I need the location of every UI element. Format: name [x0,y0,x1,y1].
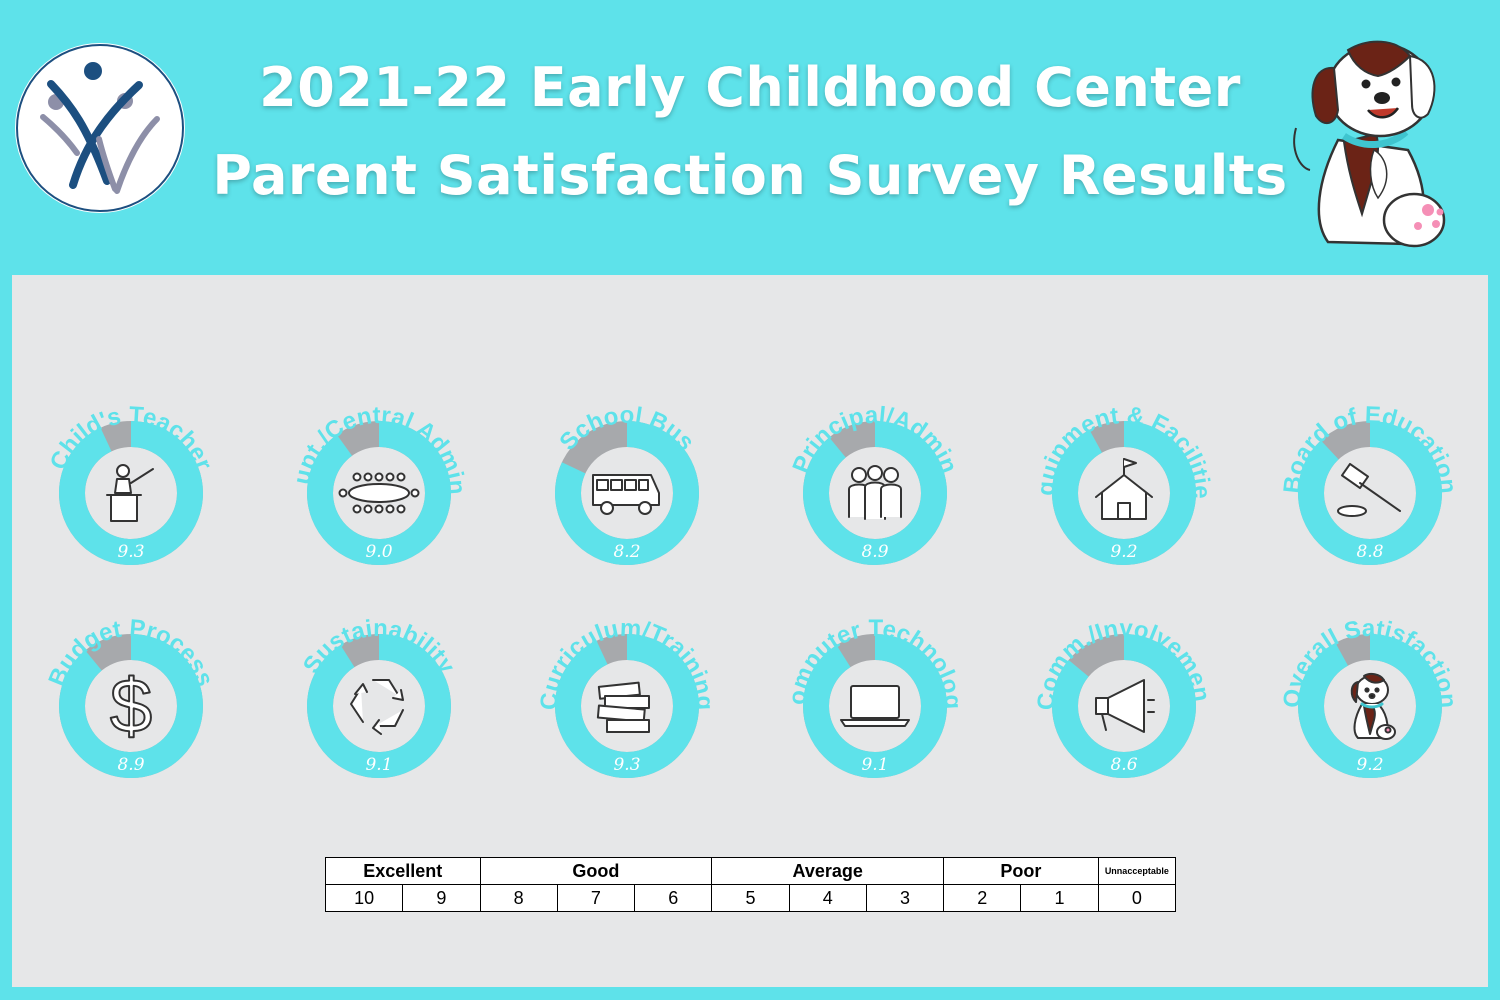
logo [15,43,185,213]
score-cell: 4 [788,884,867,912]
score-cell: 6 [634,884,713,912]
rating-group-unacceptable: Unnacceptable [1097,857,1177,885]
donut-value-arc [59,421,203,565]
score-cell: 5 [711,884,790,912]
donut-value-arc [1052,634,1196,778]
donut-value-arc [555,634,699,778]
teacher-icon [106,464,154,522]
score-cell: 9 [402,884,481,912]
donut-value-arc [307,634,451,778]
donut-center [95,670,167,742]
donut-value-arc [803,421,947,565]
rating-group-excellent: Excellent [325,857,481,885]
svg-text:$: $ [110,664,152,749]
donut-value-label: 8.8 [1356,542,1383,562]
people-icon [848,465,902,520]
score-cell: 0 [1097,884,1177,912]
rating-scale-table: Excellent Good Average Poor Unnacceptabl… [324,857,1177,912]
dog-mascot [1288,30,1468,250]
dog-icon [1350,672,1396,740]
laptop-icon [840,685,910,727]
score-cell: 1 [1020,884,1099,912]
books-icon [596,681,650,733]
donut-value-label: 9.2 [1110,542,1137,562]
donut-value-label: 9.3 [117,542,144,562]
donut-value-label: 9.3 [613,755,640,775]
donut-value-arc [1298,634,1442,778]
header: 2021-22 Early Childhood Center Parent Sa… [0,0,1500,272]
donut-value-arc [803,634,947,778]
donut-value-label: 8.9 [861,542,888,562]
dollar-icon: $ [109,663,153,750]
rating-score-row: 10 9 8 7 6 5 4 3 2 1 0 [324,884,1177,912]
donut-center [1334,457,1406,529]
donut-value-label: 8.9 [117,755,144,775]
donut-value-arc [1052,421,1196,565]
score-cell: 3 [865,884,945,912]
score-cell: 10 [324,884,404,912]
donut-value-arc [59,634,203,778]
rating-group-average: Average [711,857,945,885]
donut-chart: 8.2 School Bus [554,402,700,565]
donut-value-label: 9.0 [365,542,392,562]
donut-title-label: Computer Technology [0,0,966,710]
donut-value-arc [555,421,699,565]
rating-group-good: Good [479,857,713,885]
page-title-line-2: Parent Satisfaction Survey Results [212,144,1288,207]
donut-value-label: 9.1 [861,755,888,775]
donut-value-label: 8.6 [1110,755,1137,775]
donut-title-label: School Bus [554,402,699,456]
recycle-icon [350,679,404,735]
rating-group-poor: Poor [943,857,1099,885]
score-cell: 8 [479,884,558,912]
schoolhouse-icon [1095,458,1153,520]
donut-value-label: 8.2 [613,542,640,562]
score-cell: 2 [943,884,1022,912]
conference-table-icon [338,472,420,514]
donut-title-label: Comm./Involvement [0,0,1215,711]
megaphone-icon [1095,679,1155,733]
page-title-line-1: 2021-22 Early Childhood Center [259,56,1241,119]
donut-value-arc [1298,421,1442,565]
donut-value-arc [307,421,451,565]
rating-group-row: Excellent Good Average Poor Unnacceptabl… [325,857,1177,885]
gavel-icon [1337,462,1401,517]
donut-value-label: 9.2 [1356,755,1383,775]
score-cell: 7 [556,884,636,912]
donut-value-label: 9.1 [365,755,392,775]
bus-icon [592,474,660,515]
donut-title-label: Supt./Central Admin. [0,0,470,495]
